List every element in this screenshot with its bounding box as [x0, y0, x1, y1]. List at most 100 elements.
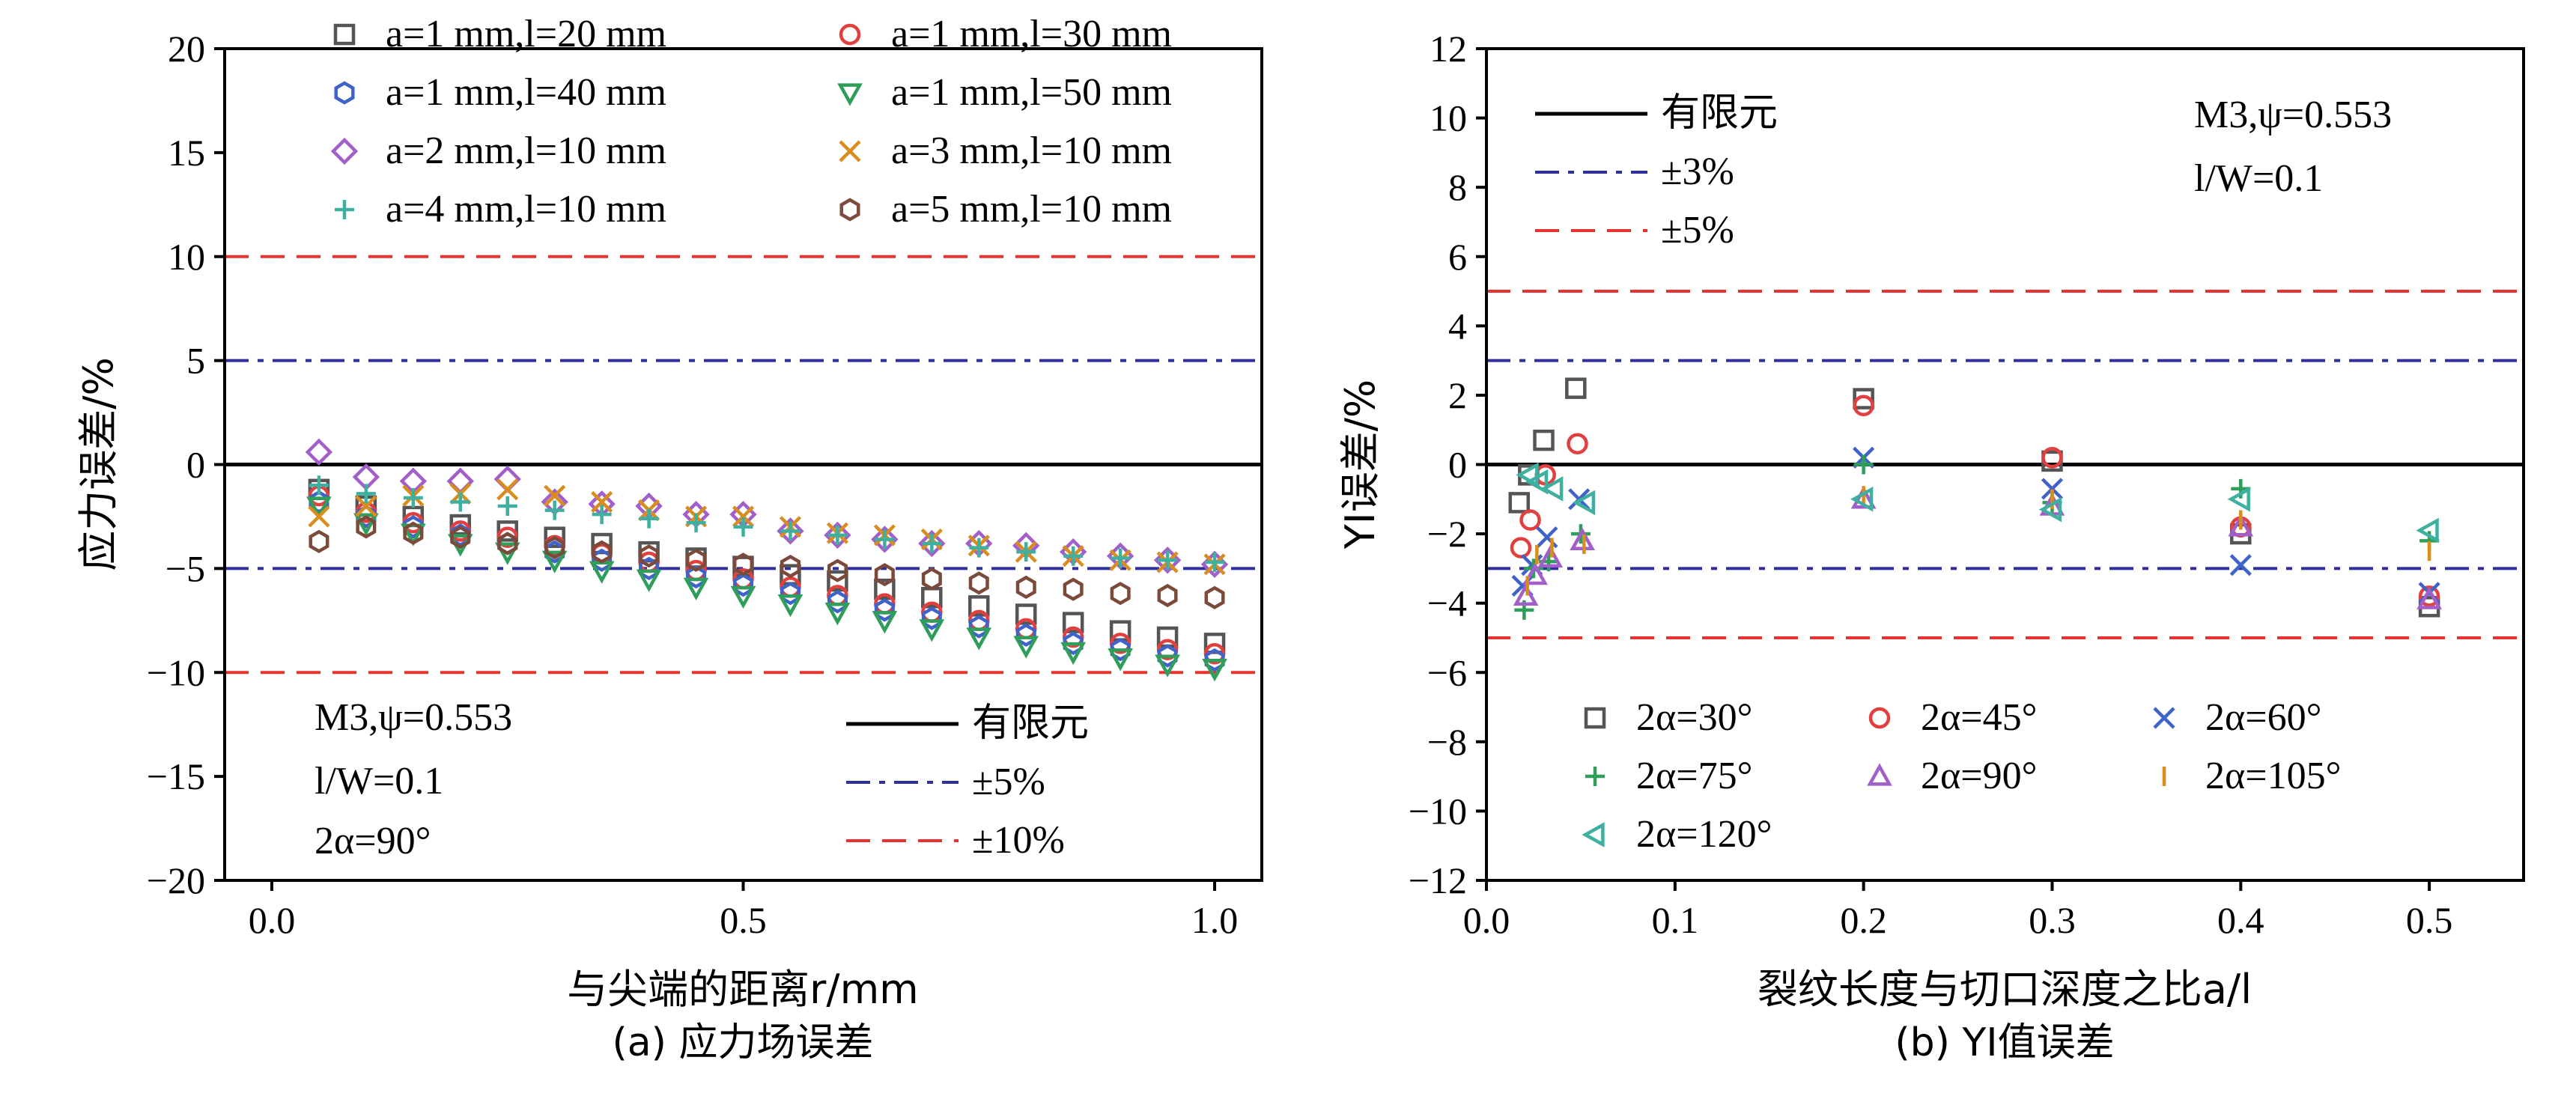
x-axis-label-b: 裂纹长度与切口深度之比a/l — [1758, 966, 2252, 1013]
data-point — [1063, 631, 1084, 655]
legend-marker — [1868, 707, 1891, 729]
line-legend-item-2: ±10% — [846, 819, 1065, 862]
data-point — [1108, 648, 1133, 672]
y-tick-label: 8 — [1448, 166, 1467, 208]
data-point — [1513, 582, 1539, 606]
series-a-2-mm-l-10-mm — [305, 438, 1229, 579]
legend-item-2-120: 2α=120° — [1582, 813, 1772, 856]
data-point — [1110, 582, 1131, 606]
legend-item-2-60: 2α=60° — [2153, 696, 2321, 739]
data-point — [1537, 544, 1564, 568]
data-point — [544, 536, 565, 560]
axis-ticks-b: 0.0 0.1 0.2 0.3 0.4 0.5 12 10 8 6 4 2 0 −2 −4 −6 −8 −10 −1… — [1409, 28, 2453, 941]
legend-label: 2α=90° — [1921, 755, 2037, 797]
legend-label: a=1 mm,l=50 mm — [891, 71, 1172, 114]
data-point — [827, 525, 848, 545]
data-point — [2041, 446, 2063, 469]
legend-item-a-4-mm-l-10-mm: a=4 mm,l=10 mm — [335, 188, 666, 231]
data-point — [733, 517, 753, 537]
reference-lines-a — [225, 255, 1262, 675]
axis-ticks-a: 0.0 0.5 1.0 20 15 10 5 0 −5 −10 −15 −20 — [147, 28, 1238, 941]
data-point — [1853, 395, 1874, 417]
legend-marker — [839, 23, 861, 46]
legend-label: 2α=60° — [2205, 696, 2321, 739]
data-point — [309, 475, 329, 496]
y-tick-label: −2 — [1427, 513, 1467, 555]
legend-label: a=5 mm,l=10 mm — [891, 188, 1172, 231]
data-point — [497, 496, 517, 517]
legend-item-2-90: 2α=90° — [1867, 755, 2037, 797]
y-tick-label: 15 — [168, 132, 205, 174]
legend-a: a=1 mm,l=20 mm a=1 mm,l=30 mm a=1 mm,l=40 … — [330, 13, 1172, 231]
data-point — [1158, 550, 1178, 570]
data-point — [918, 529, 946, 558]
legend-label: 2α=45° — [1921, 696, 2037, 739]
data-point — [730, 585, 756, 609]
data-point — [449, 514, 472, 536]
data-point — [780, 582, 801, 606]
data-point — [353, 513, 379, 536]
data-point — [1519, 509, 1541, 531]
line-legend-a: 有限元 ±5% ±10% — [846, 702, 1089, 862]
legend-item-2-75: 2α=75° — [1585, 755, 1752, 797]
y-tick-label: 5 — [186, 340, 205, 382]
annotation-a-1: M3,ψ=0.553 — [315, 696, 512, 739]
data-point — [2038, 496, 2062, 523]
data-point — [1204, 648, 1225, 672]
data-point — [921, 567, 942, 591]
legend-marker — [330, 137, 359, 165]
y-tick-label: 6 — [1448, 236, 1467, 278]
legend-marker — [1584, 707, 1606, 729]
y-axis-label-b: YI误差/% — [1337, 380, 1384, 549]
legend-marker — [2153, 707, 2175, 729]
data-point — [496, 478, 519, 501]
legend-marker — [1582, 822, 1605, 847]
data-point — [686, 548, 707, 572]
data-point — [1567, 433, 1588, 454]
data-point — [1508, 492, 1531, 514]
data-point — [1202, 659, 1227, 682]
data-point — [968, 571, 989, 595]
data-point — [2416, 586, 2442, 609]
series-a-1-mm-l-20-mm — [308, 478, 1226, 654]
data-point — [639, 544, 660, 568]
data-point — [497, 532, 518, 555]
data-point — [1063, 546, 1084, 566]
data-point — [403, 487, 423, 508]
data-point — [450, 492, 470, 512]
y-tick-label: −20 — [147, 859, 205, 901]
data-point — [827, 590, 848, 614]
legend-marker — [837, 83, 863, 106]
panel-b: 0.0 0.1 0.2 0.3 0.4 0.5 12 10 8 6 4 2 0 −2 −4 −6 −8 −10 −1… — [1337, 28, 2525, 1065]
x-tick-label: 0.1 — [1652, 899, 1699, 941]
legend-item-a-1-mm-l-50-mm: a=1 mm,l=50 mm — [837, 71, 1172, 114]
data-point — [1013, 636, 1039, 659]
series-a-5-mm-l-10-mm — [309, 515, 1225, 609]
line-legend-label: 有限元 — [972, 702, 1089, 745]
y-tick-label: −12 — [1409, 859, 1467, 901]
legend-label: a=1 mm,l=20 mm — [386, 13, 666, 55]
data-point — [919, 619, 945, 642]
data-point — [592, 540, 613, 564]
data-point — [1522, 562, 1548, 585]
data-point — [446, 467, 474, 495]
legend-label: a=2 mm,l=10 mm — [386, 130, 666, 172]
line-legend-b: 有限元 ±3% ±5% — [1535, 92, 1778, 252]
data-point — [732, 505, 755, 528]
legend-item-a-1-mm-l-20-mm: a=1 mm,l=20 mm — [333, 13, 666, 55]
y-tick-label: −10 — [1409, 790, 1467, 832]
data-point — [921, 606, 942, 630]
y-tick-label: 0 — [186, 444, 205, 486]
data-point — [1063, 577, 1084, 601]
data-point — [2041, 478, 2064, 500]
data-point — [639, 556, 660, 580]
legend-item-2-30: 2α=30° — [1584, 696, 1752, 739]
data-point — [356, 484, 376, 504]
data-point — [1015, 575, 1036, 599]
y-tick-label: −10 — [147, 651, 205, 693]
x-tick-label: 0.5 — [2406, 899, 2453, 941]
data-point — [871, 526, 899, 553]
series-2-45 — [1510, 395, 2440, 607]
data-point — [2227, 486, 2250, 512]
